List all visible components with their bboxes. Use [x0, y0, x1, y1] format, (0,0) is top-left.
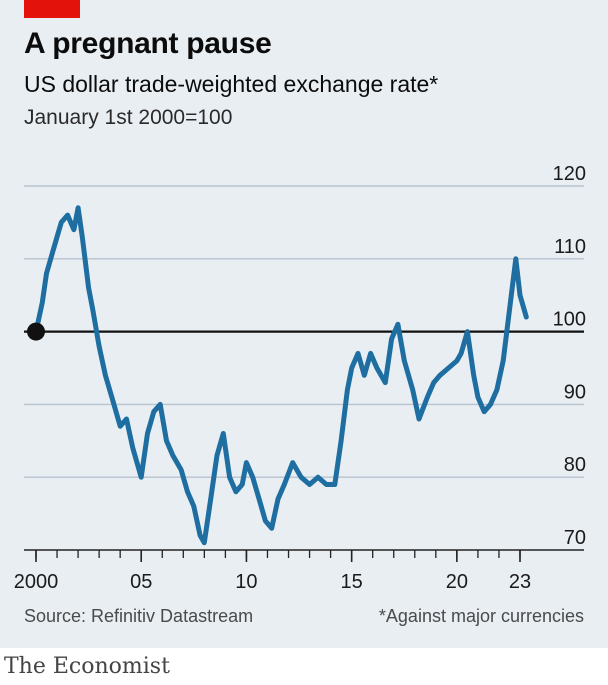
brand-logo: The Economist — [4, 654, 170, 679]
x-tick-label-05: 05 — [130, 571, 152, 590]
x-tick-label-15: 15 — [341, 571, 363, 590]
x-axis: 2000 05 10 15 20 23 — [14, 550, 531, 590]
series-layer — [27, 205, 529, 546]
x-tick-label-2000: 2000 — [14, 571, 59, 590]
x-tick-label-23: 23 — [509, 571, 531, 590]
chart-index-note: January 1st 2000=100 — [24, 106, 233, 129]
line-chart: 70 80 90 100 110 120 2000 05 10 15 20 23 — [14, 163, 586, 590]
chart-title: A pregnant pause — [24, 27, 272, 60]
y-tick-label-70: 70 — [564, 527, 586, 549]
y-tick-label-90: 90 — [564, 381, 586, 403]
y-axis-labels: 70 80 90 100 110 120 — [553, 163, 586, 549]
source-note: Source: Refinitiv Datastream — [24, 606, 254, 626]
y-tick-label-110: 110 — [554, 236, 586, 258]
y-tick-label-100: 100 — [553, 309, 586, 331]
chart-subtitle: US dollar trade-weighted exchange rate* — [24, 71, 439, 97]
x-tick-label-20: 20 — [446, 571, 468, 590]
brand-tag — [24, 0, 80, 18]
start-point-marker — [27, 322, 45, 341]
x-tick-label-10: 10 — [235, 571, 257, 590]
y-tick-label-120: 120 — [553, 163, 586, 185]
footnote: *Against major currencies — [378, 606, 584, 626]
chart-panel: A pregnant pause US dollar trade-weighte… — [0, 0, 608, 648]
grid-lines — [24, 185, 584, 551]
series-line-usd-index — [33, 205, 529, 546]
y-tick-label-80: 80 — [564, 454, 586, 476]
